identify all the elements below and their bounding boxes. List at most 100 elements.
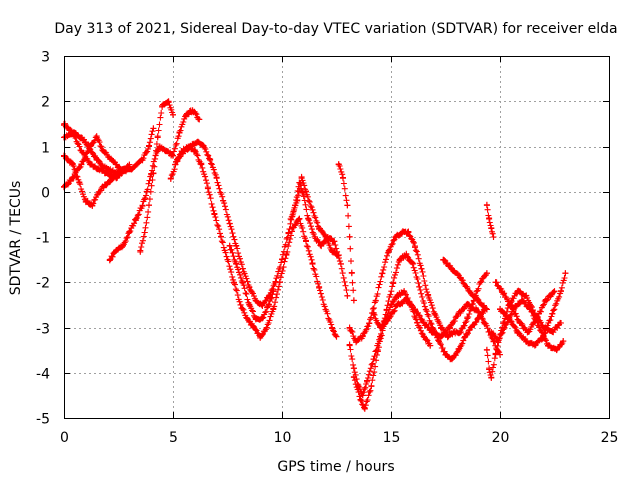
data-point — [401, 288, 408, 295]
chart-title: Day 313 of 2021, Sidereal Day-to-day VTE… — [54, 21, 617, 37]
data-point — [95, 166, 102, 173]
data-point — [560, 338, 567, 345]
data-point — [486, 365, 493, 372]
data-point — [204, 184, 211, 191]
data-point — [287, 215, 294, 222]
data-point — [226, 243, 233, 250]
data-point — [233, 243, 240, 250]
data-point — [104, 166, 111, 173]
data-point — [176, 129, 183, 136]
data-point — [488, 224, 495, 231]
data-point — [137, 247, 144, 254]
data-point — [466, 288, 473, 295]
data-point — [357, 396, 364, 403]
data-point — [170, 111, 176, 118]
data-point — [549, 329, 556, 335]
data-point — [514, 288, 521, 295]
data-point — [497, 306, 503, 313]
data-point — [283, 252, 290, 259]
data-markers — [61, 98, 569, 412]
data-point — [418, 265, 425, 272]
x-tick-label: 0 — [60, 430, 69, 446]
series-track-13 — [346, 250, 488, 399]
data-point — [536, 324, 543, 331]
data-point — [69, 175, 76, 182]
data-point — [150, 170, 157, 177]
data-point — [449, 265, 455, 272]
data-point — [359, 333, 366, 340]
data-point — [139, 202, 146, 209]
data-point — [488, 329, 495, 335]
data-point — [475, 297, 482, 304]
data-point — [82, 139, 89, 145]
data-point — [518, 297, 525, 304]
data-point — [337, 261, 344, 268]
data-point — [405, 229, 412, 236]
data-point — [364, 378, 370, 385]
data-point — [403, 297, 410, 304]
data-point — [172, 161, 179, 168]
y-tick-labels: -5 -4 -3 -2 -1 0 1 2 3 — [36, 50, 50, 428]
data-point — [93, 157, 100, 164]
data-point — [516, 320, 523, 326]
x-tick-label: 5 — [169, 430, 178, 446]
data-point — [211, 211, 218, 218]
data-point — [414, 320, 421, 326]
y-tick-label: -5 — [36, 412, 50, 428]
grid — [64, 56, 609, 418]
data-point — [359, 392, 366, 399]
series-track-6 — [137, 98, 176, 255]
series-track-9 — [226, 242, 277, 323]
data-point — [335, 252, 342, 259]
data-point — [296, 215, 303, 222]
series-track-5 — [106, 107, 203, 264]
data-point — [250, 324, 257, 331]
data-point — [263, 324, 270, 331]
data-point — [348, 270, 355, 277]
series-track-7 — [167, 138, 351, 309]
data-point — [252, 297, 259, 304]
data-point — [553, 347, 560, 354]
data-point — [119, 243, 126, 250]
data-point — [370, 310, 377, 317]
data-point — [412, 243, 418, 250]
data-point — [87, 161, 94, 168]
data-point — [139, 157, 146, 164]
data-point — [385, 247, 392, 254]
data-point — [436, 338, 442, 345]
series-track-21 — [492, 279, 558, 336]
data-point — [237, 301, 244, 308]
data-point — [388, 301, 394, 308]
y-tick-label: 0 — [41, 186, 50, 202]
y-tick-label: 2 — [41, 95, 50, 111]
data-point — [455, 347, 462, 354]
data-point — [492, 351, 499, 358]
data-point — [505, 315, 512, 322]
data-point — [298, 175, 305, 182]
x-tick-label: 20 — [492, 430, 510, 446]
x-tick-labels: 0 5 10 15 20 25 — [60, 430, 618, 446]
data-point — [427, 342, 434, 349]
data-point — [106, 256, 113, 263]
data-point — [377, 324, 384, 331]
data-point — [464, 301, 471, 308]
data-point — [457, 329, 464, 335]
data-point — [231, 279, 237, 286]
data-point — [100, 148, 107, 154]
series-track-16 — [440, 256, 490, 313]
data-point — [303, 188, 309, 195]
data-point — [558, 288, 564, 295]
data-point — [252, 315, 259, 322]
data-point — [551, 288, 558, 295]
data-point — [483, 270, 490, 277]
data-point — [492, 279, 499, 286]
data-point — [265, 301, 272, 308]
data-point — [361, 405, 368, 412]
data-point — [340, 175, 346, 182]
data-point — [194, 139, 200, 145]
data-point — [344, 202, 351, 209]
series-markers — [167, 138, 351, 309]
data-point — [270, 288, 277, 295]
data-point — [477, 279, 484, 286]
data-point — [309, 261, 316, 268]
